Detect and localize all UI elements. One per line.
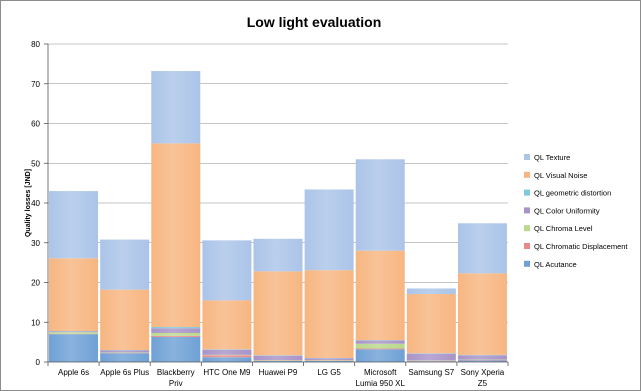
y-tick-label: 80 [31,40,40,49]
y-tick-label: 30 [31,239,40,248]
legend-label: QL geometric distortion [534,189,611,198]
bar-segment [100,353,150,362]
legend-swatch [524,171,530,178]
legend: QL Texture QL Visual Noise QL geometric di… [524,153,628,269]
y-tick-label: 70 [31,80,40,89]
bar-segment [151,336,201,362]
bar-segment [151,328,201,333]
bar-segment [49,334,99,362]
bar-segment [100,350,150,353]
legend-swatch [524,154,530,160]
bar-segment [355,348,405,350]
bar-segment [304,189,354,271]
bar-segment [304,358,354,361]
bar-segment [151,143,201,328]
x-tick-label: Apple 6s [58,368,89,377]
bar-segment [253,271,303,356]
legend-swatch [524,207,530,214]
y-tick-label: 50 [31,159,40,168]
bar-segment [49,331,99,333]
y-tick-label: 0 [36,358,41,367]
bar-segment [202,240,252,301]
bar-segment [151,71,201,144]
x-tick-label: Microsoft Lumia 950 XL [356,368,406,388]
y-tick-label: 20 [31,279,40,288]
x-tick-label: HTC One M9 [203,368,251,377]
legend-label: QL Texture [534,153,570,162]
chart-title: Low light evaluation [247,14,382,30]
bar-segment [202,355,252,358]
legend-label: QL Color Uniformity [534,206,600,215]
bar-segment [406,353,456,361]
bar-segment [355,250,405,341]
bar-segment [100,289,150,351]
bar-segment [49,258,99,331]
bar-segment [457,355,507,360]
bars [49,71,507,362]
x-tick-label: Blackberry Priv [157,368,195,388]
x-tick-label: Sony Xperia Z5 [461,368,505,388]
bar-segment [253,355,303,361]
axes [47,44,509,366]
bar-segment [202,357,252,362]
bar-segment [355,159,405,251]
bar-segment [406,288,456,295]
x-tick-label: LG G5 [317,368,341,377]
bar-segment [304,270,354,359]
legend-swatch [524,225,530,232]
bar-segment [202,300,252,350]
bar-segment [253,238,303,272]
bar-segment [151,335,201,337]
y-tick-label: 40 [31,199,40,208]
bar-segment [100,239,150,290]
x-tick-labels: Apple 6s Apple 6s Plus Blackberry Priv HTC O… [58,368,505,388]
bar-segment [457,223,507,274]
bar-segment [151,332,201,336]
bar-segment [49,191,99,259]
legend-swatch [524,260,530,267]
legend-label: QL Chroma Level [534,224,593,233]
bar-segment [457,360,507,362]
y-tick-label: 10 [31,318,40,327]
legend-swatch [524,189,530,196]
y-tick-label: 60 [31,120,40,129]
bar-segment [457,273,507,355]
bar-segment [355,340,405,344]
x-tick-label: Apple 6s Plus [100,368,149,377]
legend-label: QL Visual Noise [534,171,587,180]
x-tick-label: Samsung S7 [408,368,454,377]
legend-label: QL Chromatic Displacement [534,242,628,251]
legend-label: QL Acutance [534,260,577,269]
y-axis-label: Quality losses [JND] [25,169,32,237]
bar-segment [202,349,252,355]
bar-segment [253,360,303,362]
bar-segment [355,343,405,349]
bar-segment [406,294,456,354]
legend-swatch [524,243,530,249]
bar-segment [151,327,201,329]
bar-segment [49,332,99,334]
bar-segment [304,360,354,362]
bar-segment [355,349,405,362]
x-tick-label: Huawei P9 [259,368,298,377]
y-tick-labels: 0 10 20 30 40 50 60 70 80 [31,40,40,367]
